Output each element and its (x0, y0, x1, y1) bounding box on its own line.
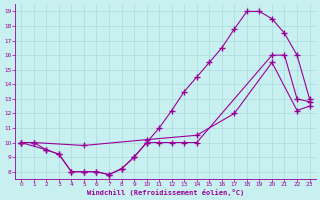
X-axis label: Windchill (Refroidissement éolien,°C): Windchill (Refroidissement éolien,°C) (87, 189, 244, 196)
